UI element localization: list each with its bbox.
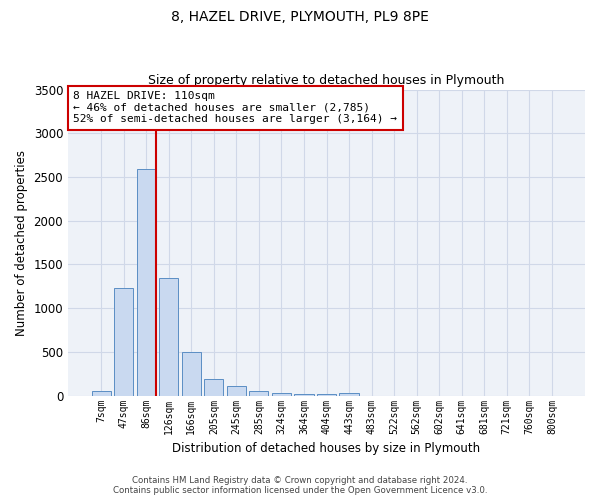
Bar [137,169,156,396]
Bar [295,394,314,396]
Text: Contains HM Land Registry data © Crown copyright and database right 2024.
Contai: Contains HM Land Registry data © Crown c… [113,476,487,495]
Bar [92,392,110,396]
Y-axis label: Number of detached properties: Number of detached properties [15,150,28,336]
Bar [340,393,359,396]
Text: 8, HAZEL DRIVE, PLYMOUTH, PL9 8PE: 8, HAZEL DRIVE, PLYMOUTH, PL9 8PE [171,10,429,24]
Title: Size of property relative to detached houses in Plymouth: Size of property relative to detached ho… [148,74,505,87]
Bar [159,278,178,396]
Bar [182,352,201,396]
Text: 8 HAZEL DRIVE: 110sqm
← 46% of detached houses are smaller (2,785)
52% of semi-d: 8 HAZEL DRIVE: 110sqm ← 46% of detached … [73,91,397,124]
Bar [227,386,246,396]
Bar [250,391,268,396]
Bar [204,379,223,396]
Bar [272,392,291,396]
Bar [114,288,133,396]
Bar [317,394,336,396]
X-axis label: Distribution of detached houses by size in Plymouth: Distribution of detached houses by size … [172,442,481,455]
